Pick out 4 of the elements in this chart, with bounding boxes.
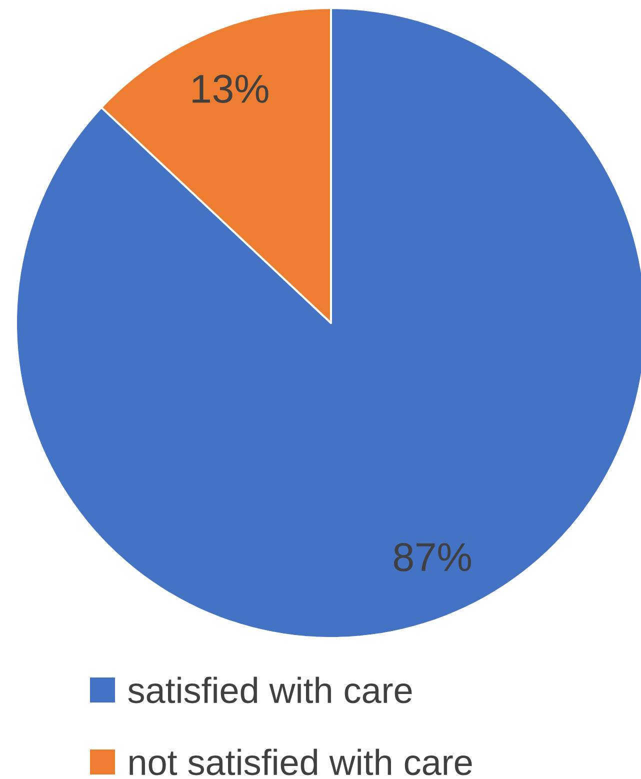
legend-label: not satisfied with care (130, 748, 472, 776)
data-label: 13% (192, 74, 268, 103)
legend-label: satisfied with care (128, 676, 412, 704)
data-label: 87% (394, 542, 471, 572)
